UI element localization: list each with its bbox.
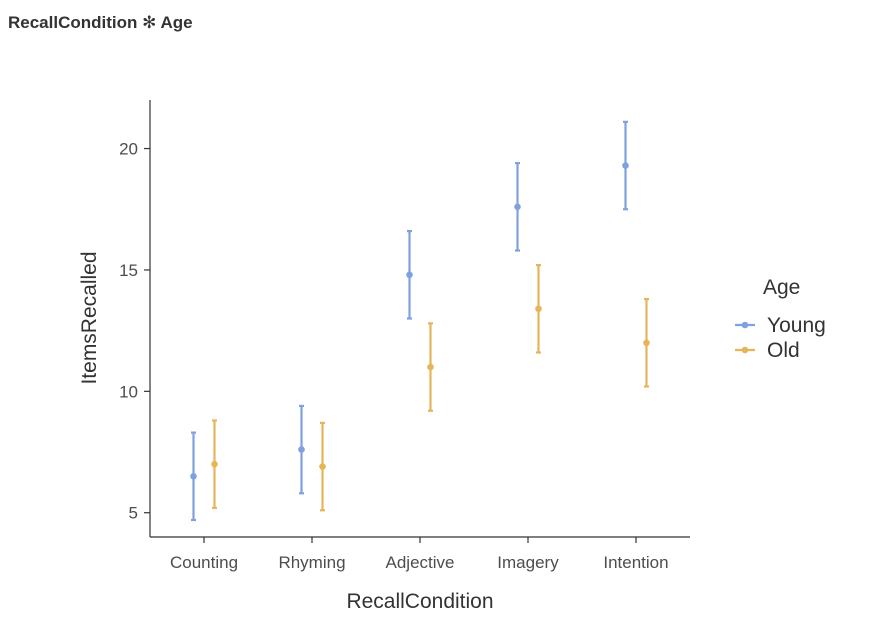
data-point <box>427 363 434 371</box>
x-ticks: Counting Rhyming Adjective Imagery Intention <box>170 537 669 572</box>
data-point <box>190 473 197 480</box>
data-point <box>622 162 629 169</box>
series-young <box>190 120 629 522</box>
data-point <box>406 271 413 279</box>
data-point <box>319 463 326 470</box>
legend-label: Young <box>767 314 826 337</box>
y-tick-label: 5 <box>129 504 138 523</box>
data-point <box>535 305 542 313</box>
x-tick-label: Intention <box>603 553 668 572</box>
x-axis-title: RecallCondition <box>346 590 493 613</box>
data-point <box>643 339 650 347</box>
panel-title: RecallCondition ✻ Age <box>8 13 193 32</box>
y-tick-label: 15 <box>119 261 138 280</box>
x-tick-label: Counting <box>170 553 238 572</box>
legend-key-point <box>741 321 749 329</box>
y-ticks: 5 10 15 20 <box>119 140 150 523</box>
y-tick-label: 10 <box>119 382 138 401</box>
x-tick-label: Adjective <box>386 553 455 572</box>
legend-title: Age <box>763 276 800 299</box>
y-axis-title: ItemsRecalled <box>78 251 101 384</box>
data-point <box>298 446 305 453</box>
x-tick-label: Imagery <box>497 553 559 572</box>
y-tick-label: 20 <box>119 140 138 159</box>
legend-label: Old <box>767 339 800 362</box>
series-old <box>211 263 650 512</box>
data-point <box>211 460 218 468</box>
data-marks <box>190 120 650 522</box>
data-point <box>514 203 521 211</box>
x-tick-label: Rhyming <box>278 553 345 572</box>
legend-key-point <box>741 346 749 354</box>
